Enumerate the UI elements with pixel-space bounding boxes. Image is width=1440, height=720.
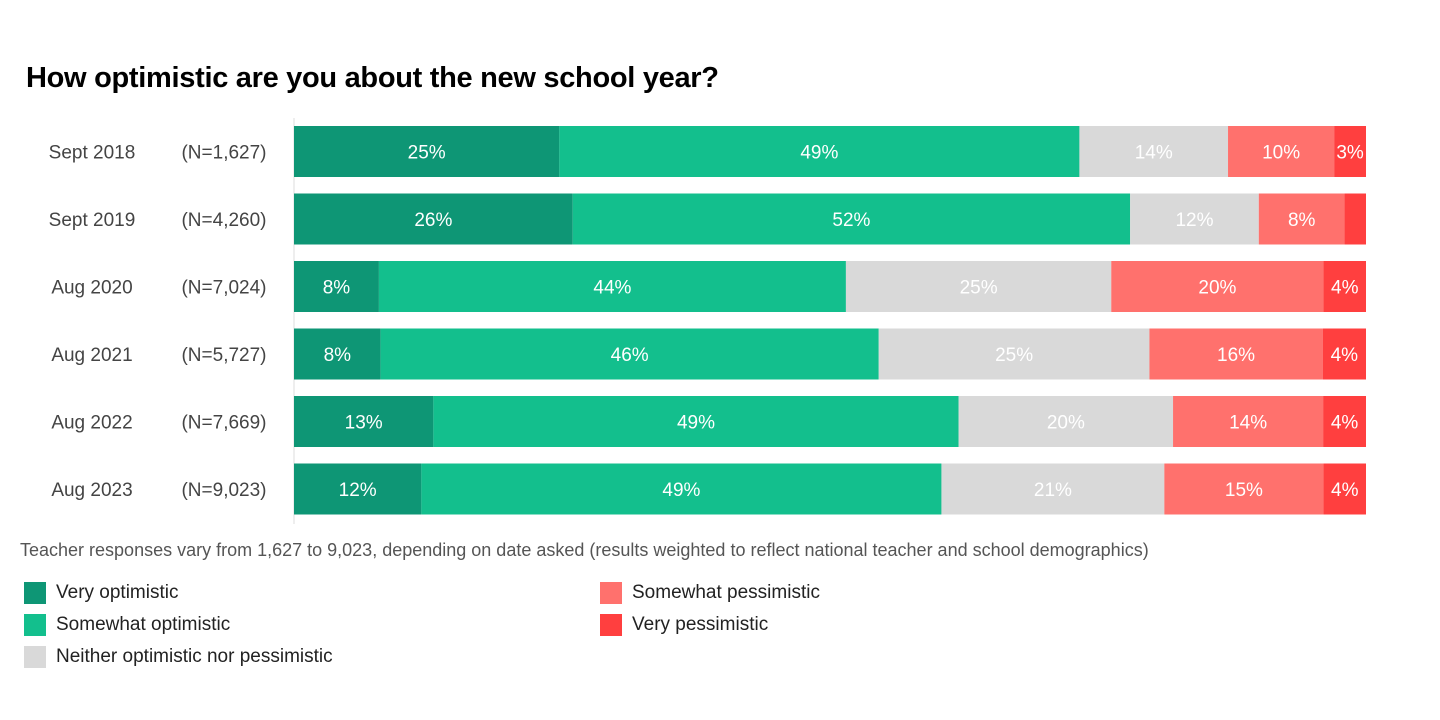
legend-item-somewhat-pessimistic: Somewhat pessimistic <box>600 582 820 604</box>
bar-segment <box>1111 261 1324 312</box>
sample-size-label: (N=1,627) <box>181 143 266 164</box>
bar-segment <box>1079 126 1229 177</box>
bar-segment <box>1258 193 1345 245</box>
bar-segment <box>294 328 381 380</box>
data-label: 16% <box>1217 345 1255 366</box>
legend-item-neither: Neither optimistic nor pessimistic <box>24 646 333 668</box>
bar-segment <box>1323 261 1366 312</box>
legend-swatch <box>24 582 46 604</box>
legend-swatch <box>600 614 622 636</box>
bar-segment <box>878 328 1150 380</box>
legend-label: Somewhat optimistic <box>56 614 231 635</box>
data-label: 49% <box>677 413 715 434</box>
bar-segment <box>1323 396 1366 447</box>
legend-item-very-pessimistic: Very pessimistic <box>600 614 768 636</box>
bar-segment <box>1164 463 1324 515</box>
data-label: 4% <box>1331 413 1359 434</box>
bar-segment <box>941 463 1165 515</box>
legend-item-very-optimistic: Very optimistic <box>24 582 178 604</box>
bar-segment <box>421 463 942 515</box>
legend-label: Somewhat pessimistic <box>632 582 820 603</box>
data-label: 8% <box>324 345 352 366</box>
stacked-bar-chart: Sept 2018 (N=1,627) 25% 49% 14% 10% 3% Sept 201… <box>49 118 1366 524</box>
bar-segment <box>1344 193 1366 245</box>
data-label: 49% <box>662 480 700 501</box>
data-label: 10% <box>1262 143 1300 164</box>
category-label: Aug 2020 <box>51 278 132 299</box>
bar-segment <box>1149 328 1323 380</box>
bar-segment <box>1228 126 1335 177</box>
legend-label: Very pessimistic <box>632 614 769 635</box>
data-label: 14% <box>1135 143 1173 164</box>
bar-segment <box>294 463 422 515</box>
data-label: 20% <box>1047 413 1085 434</box>
data-label: 25% <box>408 143 446 164</box>
data-label: 12% <box>339 480 377 501</box>
bar-segment <box>1173 396 1324 447</box>
bar-segment <box>1334 126 1366 177</box>
legend-swatch <box>600 582 622 604</box>
data-label: 25% <box>995 345 1033 366</box>
bar-segment <box>294 193 573 245</box>
data-label: 14% <box>1229 413 1267 434</box>
legend-swatch <box>24 614 46 636</box>
legend-item-somewhat-optimistic: Somewhat optimistic <box>24 614 230 636</box>
data-label: 49% <box>800 143 838 164</box>
legend-label: Very optimistic <box>56 582 179 603</box>
data-label: 46% <box>611 345 649 366</box>
sample-size-label: (N=9,023) <box>181 480 266 501</box>
data-label: 25% <box>960 278 998 299</box>
data-label: 4% <box>1331 345 1359 366</box>
sample-size-label: (N=4,260) <box>181 210 266 231</box>
chart-title: How optimistic are you about the new sch… <box>26 62 719 94</box>
data-label: 52% <box>832 210 870 231</box>
sample-size-label: (N=7,024) <box>181 278 266 299</box>
sample-size-label: (N=7,669) <box>181 413 266 434</box>
data-label: 44% <box>593 278 631 299</box>
bar-segment <box>958 396 1174 447</box>
data-label: 21% <box>1034 480 1072 501</box>
bar-segment <box>1130 193 1259 245</box>
bar-segment <box>378 261 846 312</box>
bar-segment <box>559 126 1080 177</box>
data-label: 4% <box>1331 480 1359 501</box>
data-label: 15% <box>1225 480 1263 501</box>
bar-segment <box>1323 463 1366 515</box>
category-label: Aug 2021 <box>51 345 132 366</box>
bar-segment <box>380 328 879 380</box>
data-label: 8% <box>1288 210 1316 231</box>
data-label: 4% <box>1331 278 1359 299</box>
data-label: 8% <box>323 278 351 299</box>
bar-segment <box>1322 328 1366 380</box>
bar-segment <box>433 396 959 447</box>
bar-segment <box>845 261 1112 312</box>
data-label: 13% <box>345 413 383 434</box>
category-label: Sept 2019 <box>49 210 136 231</box>
data-label: 3% <box>1336 143 1364 164</box>
legend-label: Neither optimistic nor pessimistic <box>56 646 333 667</box>
legend-swatch <box>24 646 46 668</box>
bar-segment <box>294 126 560 177</box>
chart-footnote: Teacher responses vary from 1,627 to 9,0… <box>20 540 1149 560</box>
category-label: Aug 2023 <box>51 480 132 501</box>
data-label: 26% <box>414 210 452 231</box>
category-label: Sept 2018 <box>49 143 136 164</box>
category-label: Aug 2022 <box>51 413 132 434</box>
data-label: 12% <box>1175 210 1213 231</box>
bar-segment <box>294 261 379 312</box>
data-label: 20% <box>1198 278 1236 299</box>
bar-segment <box>294 396 434 447</box>
sample-size-label: (N=5,727) <box>181 345 266 366</box>
bar-segment <box>572 193 1131 245</box>
